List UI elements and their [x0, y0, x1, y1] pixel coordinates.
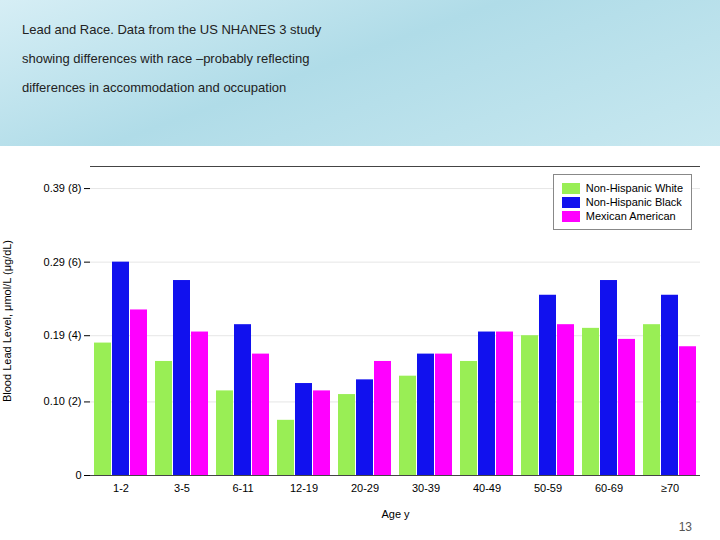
svg-text:6-11: 6-11: [232, 482, 253, 494]
svg-text:30-39: 30-39: [412, 482, 440, 494]
svg-text:60-69: 60-69: [595, 482, 623, 494]
svg-text:Blood Lead Level, μmol/L (μg/d: Blood Lead Level, μmol/L (μg/dL): [1, 240, 13, 402]
html-text:differences in accommodation a: differences in accommodation and occupat…: [22, 80, 287, 95]
svg-text:0.19 (4): 0.19 (4): [44, 329, 82, 341]
svg-text:≥70: ≥70: [661, 482, 679, 494]
html-text:Non-Hispanic White: Non-Hispanic White: [585, 182, 683, 194]
html-text:showing differences with race: showing differences with race –probably …: [22, 51, 310, 66]
svg-text:1-2: 1-2: [113, 482, 129, 494]
html-text:Lead and Race. Data from the U: Lead and Race. Data from the US NHANES 3…: [22, 22, 322, 37]
svg-text:3-5: 3-5: [174, 482, 190, 494]
svg-text:0: 0: [75, 469, 81, 481]
svg-text:Age y: Age y: [381, 508, 410, 520]
svg-text:20-29: 20-29: [351, 482, 379, 494]
svg-text:0.10 (2): 0.10 (2): [44, 395, 82, 407]
svg-text:0.39 (8): 0.39 (8): [44, 182, 82, 194]
svg-text:12-19: 12-19: [290, 482, 318, 494]
svg-text:40-49: 40-49: [473, 482, 501, 494]
svg-text:0.29 (6): 0.29 (6): [44, 256, 82, 268]
html-text:Non-Hispanic Black: Non-Hispanic Black: [585, 196, 682, 208]
html-text:Mexican American: Mexican American: [585, 210, 676, 222]
svg-text:50-59: 50-59: [534, 482, 562, 494]
html-text:13: 13: [678, 520, 692, 534]
